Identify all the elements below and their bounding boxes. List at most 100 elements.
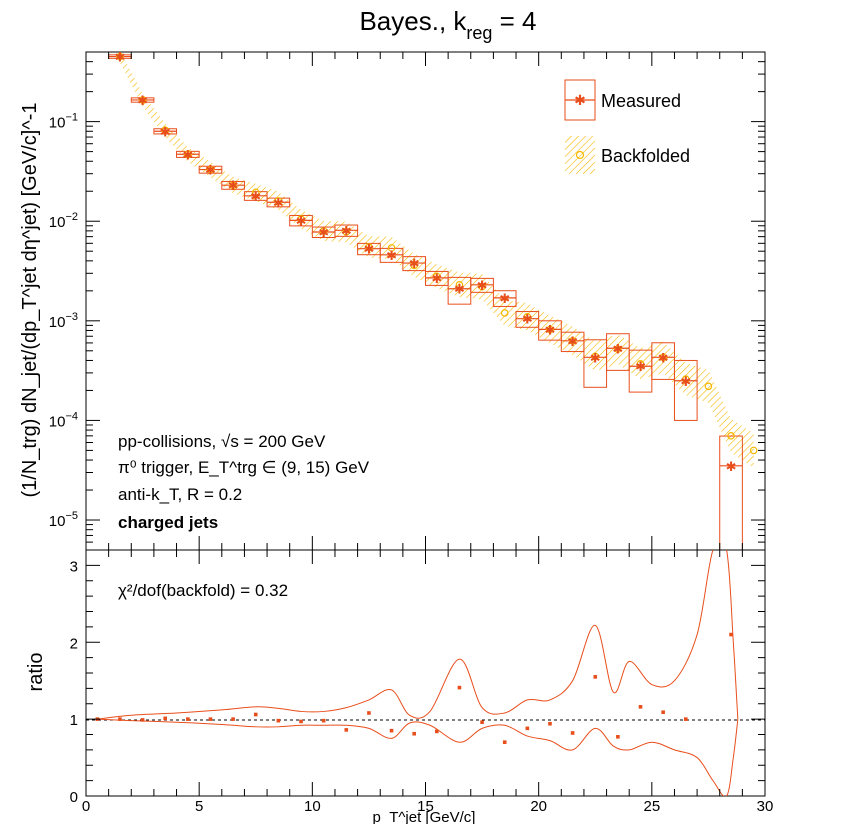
backfolded-point [365, 243, 373, 251]
backfolded-point [681, 375, 690, 383]
xaxis-label: p_T^jet [GeV/c] [373, 809, 476, 824]
measured-point: ✱ [635, 359, 646, 374]
upper-ticks: 10−1 10−2 10−3 10−4 10−5 [49, 51, 766, 551]
measured-point: ✱ [318, 225, 329, 240]
ratio-point [525, 726, 530, 731]
ratio-y-tick-label: 3 [70, 558, 78, 575]
y-tick-label: 10−4 [49, 410, 78, 430]
measured-box [719, 435, 743, 550]
x-tick-label: 15 [417, 798, 434, 815]
measured-point: ✱ [386, 248, 397, 263]
ratio-point [548, 721, 552, 726]
backfolded-point [455, 280, 464, 289]
chi2-annotation: χ²/dof(backfold) = 0.32 [118, 581, 288, 600]
measured-point: ✱ [273, 195, 284, 210]
measured-point: ✱ [477, 278, 488, 293]
ratio-band-lower [97, 718, 739, 796]
backfolded-point [433, 272, 441, 281]
measured-box [492, 290, 517, 307]
backfolded-point [749, 446, 758, 455]
ratio-point [480, 720, 484, 724]
ratio-y-tick-label: 0 [70, 789, 78, 806]
backfolded-point [523, 312, 532, 321]
measured-point: ✱ [250, 189, 261, 204]
ratio-point [593, 675, 598, 679]
backfolded-point [636, 360, 645, 368]
measured-point: ✱ [296, 213, 307, 228]
backfolded-point [229, 181, 237, 189]
annotations: pp-collisions, √s = 200 GeV π⁰ trigger, … [118, 432, 370, 532]
backfolded-point [410, 261, 418, 270]
y-tick-label: 10−5 [49, 510, 78, 530]
ratio-y-tick-label: 1 [70, 712, 78, 729]
measured-point: ✱ [612, 341, 623, 356]
legend: ✱ Measured Backfolded [564, 79, 690, 174]
backfolded-point [297, 215, 305, 223]
upper-ylabel: (1/N_trg) dN_jet/(dp_T^jet dη^jet) [GeV/… [19, 103, 41, 498]
backfolded-point [568, 337, 577, 345]
y-tick-label: 10−2 [49, 211, 78, 231]
annotation-trigger: π⁰ trigger, E_T^trg ∈ (9, 15) GeV [118, 458, 370, 477]
ratio-point [570, 731, 575, 735]
ratio-point [118, 717, 122, 721]
measured-point: ✱ [545, 322, 556, 337]
measured-point: ✱ [522, 312, 533, 327]
backfolded-point [274, 197, 283, 205]
y-tick-label: 10−3 [49, 311, 78, 331]
x-tick-label: 25 [643, 798, 660, 815]
measured-point: ✱ [431, 271, 442, 286]
ratio-point [344, 728, 349, 732]
ratio-point [163, 716, 168, 721]
backfolded-point [614, 345, 622, 353]
y-tick-label: 10−1 [49, 112, 78, 132]
legend-backfolded-circle [575, 150, 585, 160]
measured-point: ✱ [160, 124, 171, 139]
measured-point: ✱ [409, 256, 420, 271]
ratio-y-tick-label: 2 [70, 635, 78, 652]
ratio-point [299, 719, 303, 724]
measured-point: ✱ [137, 93, 148, 108]
backfolded-point [319, 227, 328, 235]
x-tick-label: 0 [82, 798, 90, 815]
ratio-point [435, 729, 439, 734]
measured-point: ✱ [114, 50, 125, 65]
measured-point: ✱ [228, 178, 239, 193]
backfolded-point [478, 282, 486, 291]
ratio-point [638, 705, 643, 709]
ratio-point [186, 717, 190, 721]
backfolded-point [591, 352, 600, 361]
measured-point: ✱ [726, 459, 737, 474]
lower-ylabel: ratio [25, 653, 47, 692]
backfolded-point [727, 432, 735, 440]
legend-measured-label: Measured [601, 91, 681, 111]
measured-box [538, 320, 562, 341]
annotation-algorithm: anti-k_T, R = 0.2 [118, 485, 242, 504]
backfolded-point [116, 52, 124, 61]
backfolded-point [342, 228, 351, 236]
data-markers: ✱ ✱ ✱ ✱ ✱ ✱ ✱ ✱ ✱ ✱ ✱ ✱ ✱ ✱ ✱ ✱ ✱ ✱ ✱ ✱ ✱ ✱ ✱ ✱ ✱ ✱ ✱ [108, 50, 758, 474]
chart-title: Bayes., kreg = 4 [359, 6, 536, 43]
backfolded-point [659, 353, 667, 362]
ratio-band-upper [97, 550, 739, 720]
x-tick-label: 20 [530, 798, 547, 815]
ratio-band [97, 550, 739, 796]
ratio-point [457, 685, 462, 690]
ratio-point [616, 735, 620, 739]
backfolded-point [704, 382, 713, 391]
backfolded-point [206, 165, 215, 174]
ratio-points [95, 632, 733, 744]
ratio-point [321, 718, 326, 723]
ratio-point [502, 740, 507, 744]
upper-panel: ✱ ✱ ✱ ✱ ✱ ✱ ✱ ✱ ✱ ✱ ✱ ✱ ✱ ✱ ✱ ✱ ✱ ✱ ✱ ✱ ✱ ✱ ✱ ✱ ✱ ✱ ✱ 10−1 10−2 10−3… [19, 50, 766, 551]
ratio-point [140, 718, 145, 722]
measured-point: ✱ [363, 242, 374, 257]
measured-point: ✱ [341, 223, 352, 238]
measured-box [515, 311, 540, 328]
annotation-collision: pp-collisions, √s = 200 GeV [118, 432, 326, 451]
measured-point: ✱ [182, 147, 193, 162]
x-tick-label: 5 [195, 798, 203, 815]
measured-point: ✱ [205, 163, 216, 178]
measured-box [673, 359, 698, 421]
